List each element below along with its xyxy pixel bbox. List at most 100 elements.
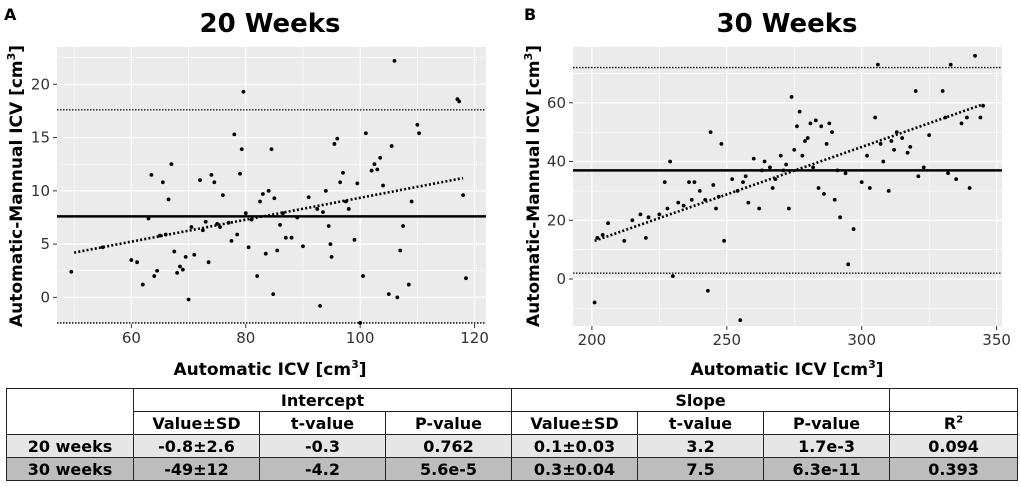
data-point	[865, 153, 869, 158]
data-point	[762, 159, 767, 164]
column-header: Value±SD	[133, 411, 260, 435]
data-point	[759, 168, 764, 173]
data-point	[730, 177, 735, 182]
data-point	[867, 186, 872, 190]
data-point	[140, 282, 145, 287]
data-point	[369, 168, 374, 173]
data-point	[338, 180, 343, 185]
data-point	[592, 300, 597, 305]
y-tick-label: 5	[40, 235, 50, 253]
data-point	[381, 183, 385, 188]
data-point	[803, 139, 807, 143]
panel-b-label: B	[524, 5, 536, 24]
data-point	[175, 270, 180, 275]
data-point	[722, 238, 726, 243]
x-tick-label: 100	[346, 329, 375, 347]
panel-b-marks	[573, 53, 1002, 323]
data-point	[859, 180, 864, 184]
data-point	[819, 124, 824, 129]
data-point	[746, 200, 751, 205]
data-point	[900, 136, 905, 140]
slope-group-header: Slope	[511, 388, 891, 412]
data-point	[719, 142, 724, 146]
data-point	[908, 144, 913, 149]
data-point	[843, 171, 848, 176]
data-point	[272, 196, 277, 201]
data-point	[375, 167, 380, 172]
data-point	[409, 199, 414, 204]
data-point	[816, 186, 821, 190]
data-point	[595, 235, 600, 240]
table-cell: 5.6e-5	[384, 457, 513, 481]
data-point	[318, 303, 323, 308]
data-point	[743, 174, 748, 179]
panel-b-title: 30 Weeks	[716, 9, 857, 39]
y-tick-label: 20	[31, 75, 50, 93]
data-point	[940, 89, 945, 93]
data-point	[687, 180, 691, 184]
panel-a-label: A	[4, 5, 17, 24]
data-point	[241, 89, 246, 94]
data-point	[464, 276, 468, 281]
table-cell: 0.3±0.04	[511, 457, 639, 481]
y-tick-label: 15	[31, 129, 50, 147]
data-point	[681, 203, 686, 208]
data-point	[372, 162, 377, 167]
data-point	[824, 142, 829, 146]
data-point	[326, 224, 331, 228]
table-cell: 3.2	[637, 434, 765, 458]
data-point	[198, 178, 202, 183]
data-point	[457, 99, 462, 104]
data-point	[770, 186, 775, 190]
data-point	[965, 115, 969, 120]
data-point	[830, 130, 834, 135]
data-point	[735, 189, 740, 193]
data-point	[689, 197, 694, 202]
data-point	[392, 58, 397, 63]
data-point	[792, 147, 797, 152]
data-point	[921, 165, 926, 170]
data-point	[943, 115, 948, 120]
data-point	[406, 282, 411, 287]
data-point	[967, 186, 972, 190]
data-point	[946, 171, 950, 176]
y-tick-label: 60	[547, 94, 566, 112]
data-point	[697, 189, 702, 193]
data-point	[738, 318, 743, 323]
data-point	[751, 156, 756, 161]
data-point	[838, 215, 843, 220]
data-point	[657, 212, 662, 217]
panel-a-xlabel: Automatic ICV [cm3]	[173, 358, 366, 380]
data-point	[813, 118, 818, 123]
data-point	[243, 211, 248, 216]
data-point	[352, 237, 357, 242]
panel-a-ticks: 60 80 100 120 0 5 10 15 20	[31, 75, 489, 347]
data-point	[332, 142, 337, 146]
data-point	[192, 252, 197, 257]
data-point	[665, 206, 670, 211]
data-point	[358, 321, 363, 325]
data-point	[315, 207, 320, 211]
table-cell: 6.3e-11	[763, 457, 891, 481]
data-point	[668, 159, 673, 164]
x-tick-label: 60	[122, 329, 141, 347]
data-point	[606, 221, 610, 226]
data-point	[215, 221, 220, 226]
data-point	[255, 274, 260, 278]
data-point	[183, 254, 188, 259]
x-tick-label: 120	[460, 329, 489, 347]
data-point	[200, 228, 205, 233]
data-point	[135, 260, 139, 265]
column-header: Value±SD	[511, 411, 639, 435]
data-point	[323, 188, 328, 193]
data-point	[714, 206, 718, 211]
panel-b: B 30 Weeks 200 250 300 350 0 20 40 60 Automatic…	[522, 5, 1011, 380]
data-point	[172, 249, 177, 254]
table-cell: -0.8±2.6	[133, 434, 260, 458]
panel-b-xlabel: Automatic ICV [cm3]	[690, 358, 883, 380]
data-point	[741, 180, 745, 184]
data-point	[973, 53, 977, 58]
data-point	[389, 144, 394, 148]
data-point	[163, 232, 168, 237]
data-point	[795, 124, 799, 129]
